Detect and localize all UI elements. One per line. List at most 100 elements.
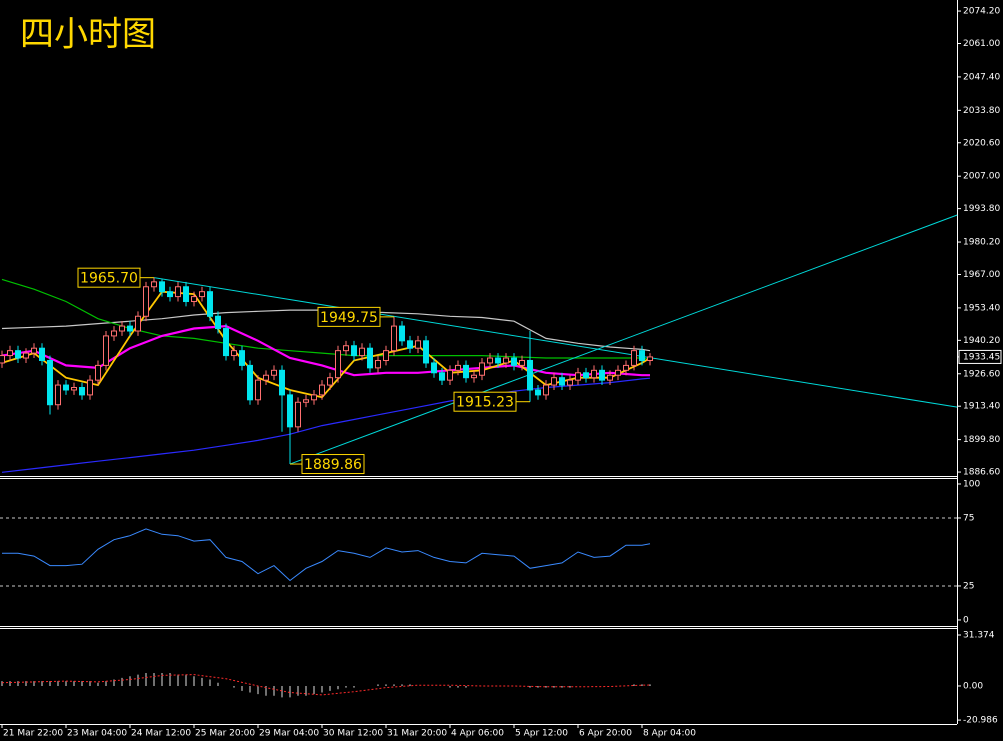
candle-body [527,359,533,391]
annotation-box [453,391,517,412]
candle-body [359,347,365,357]
candle-body [367,347,373,369]
x-tick-label: 21 Mar 22:00 [3,729,63,739]
y-tick-label: 1967.00 [963,270,1000,280]
candle-body [199,291,205,298]
x-tick-label: 5 Apr 12:00 [515,729,568,739]
candle-body [423,340,429,364]
candle-body [39,347,45,361]
candle-body [103,335,109,366]
y-tick-label: 1926.60 [963,369,1000,379]
last-price-label: 1933.45 [963,352,1000,362]
candle-body [503,357,509,364]
candle-body [135,315,141,332]
candle-body [511,357,517,366]
candle-body [247,364,253,401]
y-tick-label: 2061.00 [963,39,1000,49]
candle-body [415,340,421,349]
candle-body [151,281,157,288]
trendline [153,277,958,408]
y-tick-label: 1899.80 [963,435,1000,445]
y-tick-label: 1953.40 [963,303,1000,313]
candle-body [607,374,613,381]
candle-body [79,387,85,396]
candle-body [159,281,165,293]
candle-body [271,369,277,376]
candle-body [535,389,541,396]
x-tick-label: 31 Mar 20:00 [387,729,447,739]
candle-body [23,352,29,359]
y-tick-label: 2074.20 [963,7,1000,17]
y-tick-label: 2047.40 [963,72,1000,82]
candle-body [559,377,565,386]
annotation-box [301,454,365,475]
candle-body [191,296,197,303]
y-tick-label: 2033.80 [963,106,1000,116]
candle-body [95,364,101,381]
y-tick-label: 1913.40 [963,402,1000,412]
indicator-line [2,528,651,582]
candle-body [551,377,557,386]
candle-body [143,286,149,317]
annotation-label: 1915.23 [456,395,514,411]
candle-body [431,362,437,374]
candle-body [383,350,389,361]
candle-body [335,350,341,379]
candle-body [639,350,645,361]
y-tick-label: 2007.00 [963,172,1000,182]
y-tick-label: 25 [963,581,974,591]
annotation-label: 1965.70 [80,271,138,287]
candle-body [303,399,309,403]
candle-body [207,291,213,317]
candle-body [479,362,485,376]
candle-body [175,286,181,298]
candle-body [567,379,573,386]
candle-body [223,328,229,357]
x-tick-label: 24 Mar 12:00 [131,729,191,739]
annotation-box [77,267,141,288]
candle-body [343,345,349,352]
candle-body [7,350,13,357]
y-tick-label: 1940.20 [963,336,1000,346]
candle-body [399,325,405,342]
candle-body [439,372,445,381]
signal-line [1,674,651,696]
x-tick-label: 4 Apr 06:00 [451,729,504,739]
candle-body [495,357,501,364]
candle-body [31,347,37,354]
candle-body [127,325,133,332]
candle-body [631,350,637,366]
candle-body [47,359,53,406]
candle-body [591,369,597,379]
candle-body [63,384,69,391]
candle-body [615,369,621,376]
candle-body [279,369,285,396]
candle-body [455,364,461,371]
annotation-box [317,306,381,327]
y-tick-label: 0.00 [963,681,983,691]
candle-body [543,384,549,396]
y-tick-label: 1886.60 [963,468,1000,478]
x-tick-label: 8 Apr 04:00 [643,729,696,739]
candle-body [295,401,301,428]
candle-body [183,286,189,303]
candle-body [263,374,269,381]
trendline [289,214,958,465]
candle-body [583,372,589,379]
candle-body [487,357,493,364]
x-tick-label: 30 Mar 12:00 [323,729,383,739]
candle-body [71,387,77,391]
candle-body [375,359,381,369]
candle-body [463,364,469,379]
candle-body [319,384,325,396]
candle-body [391,325,397,352]
y-tick-label: 75 [963,513,974,523]
annotation-label: 1889.86 [304,457,362,473]
candle-body [599,369,605,381]
last-price-box [958,349,1002,364]
candle-body [647,356,653,361]
x-tick-label: 23 Mar 04:00 [67,729,127,739]
